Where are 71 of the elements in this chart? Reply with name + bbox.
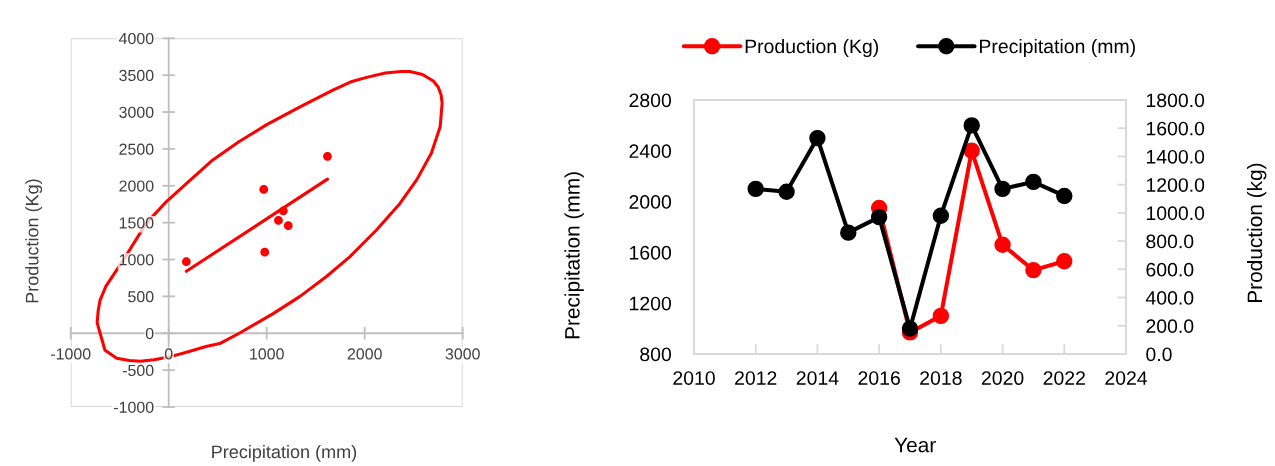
point — [1025, 261, 1042, 279]
y-tick-label: -500 — [122, 364, 154, 377]
y-tick-label: -1000 — [113, 401, 154, 413]
point — [274, 216, 283, 225]
x-tick-label: 2016 — [858, 371, 900, 385]
y-tick-label: 1000 — [119, 254, 154, 266]
y2-tick-label: 600.0 — [1146, 262, 1194, 277]
point — [260, 247, 270, 257]
y-tick-label: 3000 — [119, 106, 154, 118]
point — [778, 183, 795, 200]
y2-tick-label: 1200.0 — [1146, 178, 1205, 192]
x-tick-label: 0 — [164, 348, 173, 360]
line-series — [95, 69, 444, 363]
point — [994, 236, 1011, 253]
x-axis-title: Year — [894, 437, 936, 453]
y2-tick-label: 1400.0 — [1146, 149, 1205, 164]
y2-axis-title: Production (kg) — [1246, 163, 1267, 303]
y-tick-label: 2800 — [629, 93, 672, 108]
y-tick-label: 500 — [128, 291, 154, 303]
y-tick-label: 1600 — [630, 245, 672, 260]
point — [278, 206, 288, 216]
x-tick-label: 3000 — [445, 348, 480, 360]
point — [901, 320, 919, 337]
y2-tick-label: 200.0 — [1146, 319, 1194, 334]
y-axis-title: Production (Kg) — [25, 179, 43, 303]
x-tick-label: 2020 — [981, 371, 1024, 385]
point — [1056, 187, 1073, 205]
point — [1025, 173, 1042, 191]
x-tick-label: 2018 — [920, 371, 962, 385]
x-tick-label: 1000 — [250, 348, 284, 360]
y-tick-label: 3500 — [119, 69, 154, 82]
point — [283, 221, 293, 230]
x-tick-label: 2024 — [1105, 371, 1148, 385]
point — [181, 257, 191, 267]
x-tick-label: 2014 — [796, 371, 839, 385]
point — [870, 208, 888, 226]
point — [963, 117, 980, 134]
point — [963, 142, 980, 159]
x-tick-label: 2000 — [347, 348, 382, 360]
x-tick-label: 2012 — [735, 371, 777, 385]
point — [1056, 253, 1073, 270]
x-tick-label: 2010 — [673, 371, 715, 385]
y-tick-label: 4000 — [118, 32, 154, 45]
y2-tick-label: 800.0 — [1146, 234, 1194, 249]
x-axis-title: Precipitation (mm) — [212, 444, 357, 462]
point — [840, 224, 857, 241]
y2-tick-label: 1600.0 — [1146, 121, 1205, 136]
legend-label: Precipitation (mm) — [979, 38, 1135, 58]
x-tick-label: -1000 — [50, 348, 91, 360]
point — [994, 180, 1011, 198]
legend-label: Production (Kg) — [745, 38, 879, 58]
y2-tick-label: 0.0 — [1146, 347, 1172, 362]
y-tick-label: 1200 — [630, 296, 672, 311]
x-tick-label: 2022 — [1043, 371, 1085, 385]
y-tick-label: 800 — [640, 347, 672, 362]
y-tick-label: 2000 — [629, 195, 672, 209]
y2-tick-label: 400.0 — [1145, 291, 1194, 305]
point — [932, 207, 950, 224]
y-tick-label: 2500 — [119, 143, 154, 155]
y-tick-label: 2400 — [629, 144, 672, 159]
y-tick-label: 1500 — [119, 217, 154, 229]
point — [323, 151, 332, 161]
y2-tick-label: 1000.0 — [1146, 206, 1205, 221]
point — [809, 129, 826, 147]
y2-tick-label: 1800.0 — [1146, 93, 1205, 108]
y-axis-title: Precipitation (mm) — [564, 172, 584, 339]
y-tick-label: 2000 — [119, 180, 154, 192]
point — [932, 307, 950, 325]
point — [259, 185, 269, 194]
point — [747, 180, 764, 198]
y-tick-label: 0 — [145, 327, 154, 340]
